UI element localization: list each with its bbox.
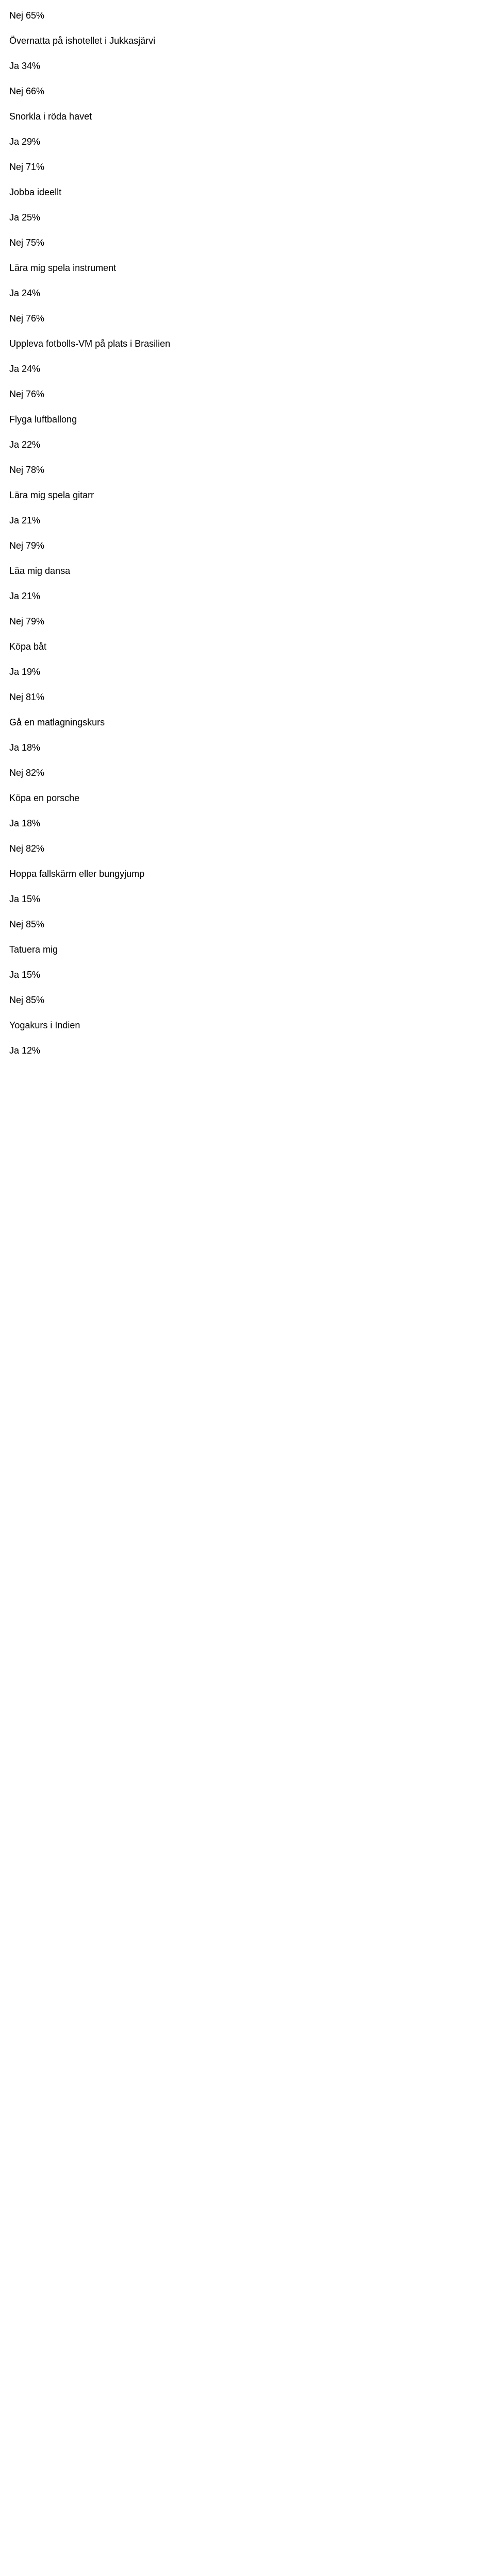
- answer-ja: Ja 18%: [9, 818, 486, 829]
- answer-nej: Nej 71%: [9, 162, 486, 173]
- answer-nej: Nej 81%: [9, 692, 486, 703]
- question-title: Uppleva fotbolls-VM på plats i Brasilien: [9, 338, 486, 349]
- answer-nej: Nej 79%: [9, 540, 486, 551]
- answer-ja: Ja 19%: [9, 667, 486, 677]
- answer-ja: Ja 24%: [9, 364, 486, 375]
- answer-nej: Nej 78%: [9, 465, 486, 476]
- answer-nej: Nej 79%: [9, 616, 486, 627]
- answer-ja: Ja 34%: [9, 61, 486, 72]
- question-title: Övernatta på ishotellet i Jukkasjärvi: [9, 36, 486, 46]
- answer-ja: Ja 21%: [9, 591, 486, 602]
- answer-ja: Ja 24%: [9, 288, 486, 299]
- question-title: Lära mig spela instrument: [9, 263, 486, 274]
- question-title: Snorkla i röda havet: [9, 111, 486, 122]
- answer-nej: Nej 82%: [9, 768, 486, 778]
- question-title: Hoppa fallskärm eller bungyjump: [9, 869, 486, 879]
- answer-ja: Ja 18%: [9, 742, 486, 753]
- survey-list: Nej 65% Övernatta på ishotellet i Jukkasj…: [9, 10, 486, 1056]
- question-title: Yogakurs i Indien: [9, 1020, 486, 1031]
- answer-nej: Nej 82%: [9, 843, 486, 854]
- answer-ja: Ja 15%: [9, 894, 486, 905]
- answer-nej: Nej 75%: [9, 238, 486, 248]
- answer-ja: Ja 25%: [9, 212, 486, 223]
- answer-nej: Nej 85%: [9, 995, 486, 1006]
- question-title: Lära mig spela gitarr: [9, 490, 486, 501]
- question-title: Gå en matlagningskurs: [9, 717, 486, 728]
- answer-nej: Nej 76%: [9, 389, 486, 400]
- question-title: Tatuera mig: [9, 944, 486, 955]
- leading-nej-line: Nej 65%: [9, 10, 486, 21]
- question-title: Läa mig dansa: [9, 566, 486, 577]
- question-title: Köpa båt: [9, 641, 486, 652]
- question-title: Köpa en porsche: [9, 793, 486, 804]
- answer-nej: Nej 76%: [9, 313, 486, 324]
- answer-ja: Ja 12%: [9, 1045, 486, 1056]
- answer-nej: Nej 85%: [9, 919, 486, 930]
- question-title: Jobba ideellt: [9, 187, 486, 198]
- question-title: Flyga luftballong: [9, 414, 486, 425]
- answer-ja: Ja 21%: [9, 515, 486, 526]
- answer-ja: Ja 22%: [9, 439, 486, 450]
- answer-ja: Ja 29%: [9, 137, 486, 147]
- answer-nej: Nej 66%: [9, 86, 486, 97]
- answer-ja: Ja 15%: [9, 970, 486, 980]
